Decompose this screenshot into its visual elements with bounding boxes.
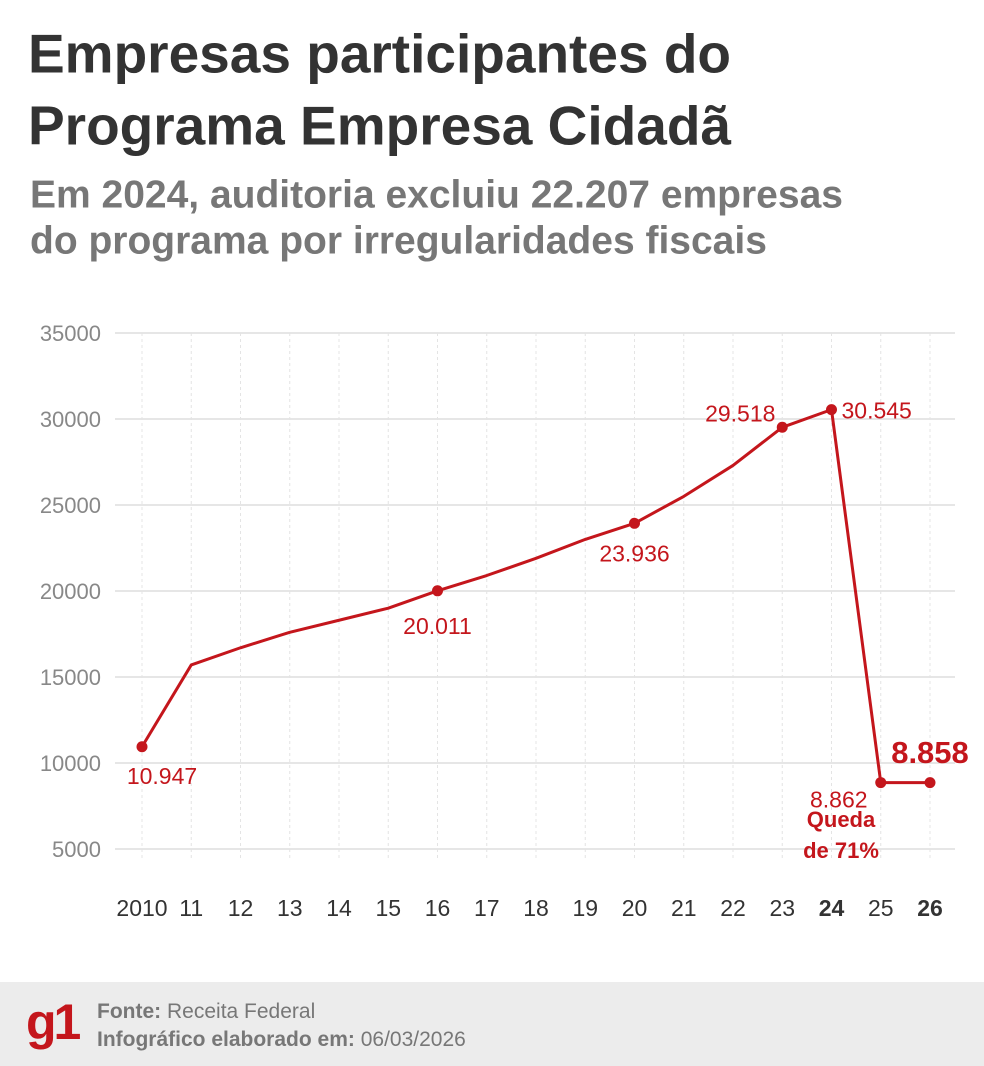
chart-subtitle: do programa por irregularidades fiscais xyxy=(30,219,767,262)
y-tick-label: 25000 xyxy=(40,493,101,518)
y-tick-label: 20000 xyxy=(40,579,101,604)
x-tick-label: 19 xyxy=(572,895,598,921)
y-tick-label: 10000 xyxy=(40,751,101,776)
source-text: Receita Federal xyxy=(167,1000,315,1023)
value-label: 20.011 xyxy=(403,613,472,639)
x-tick-label: 14 xyxy=(326,895,352,921)
point xyxy=(432,585,443,597)
line xyxy=(140,408,931,785)
point xyxy=(136,741,148,753)
source: Fonte: Receita Federal xyxy=(97,1000,315,1023)
x-tick-label: 26 xyxy=(917,895,943,921)
x-tick-label: 15 xyxy=(375,895,401,921)
point xyxy=(924,777,936,789)
chart-title: Programa Empresa Cidadã xyxy=(28,95,731,157)
value-label: 23.936 xyxy=(599,540,669,566)
point xyxy=(629,517,640,529)
x-tick-label: 21 xyxy=(671,895,697,921)
date-text: 06/03/2026 xyxy=(361,1028,466,1051)
chart-title: Empresas participantes do xyxy=(28,23,731,85)
point xyxy=(875,777,887,789)
x-tick-label: 16 xyxy=(425,895,451,921)
y-tick-label: 15000 xyxy=(40,665,101,690)
x-tick-label: 13 xyxy=(277,895,303,921)
x-tick-label: 2010 xyxy=(116,895,167,921)
value-label: 10.947 xyxy=(127,763,197,789)
date: Infográfico elaborado em: 06/03/2026 xyxy=(97,1028,466,1051)
point xyxy=(826,404,837,416)
x-tick-label: 24 xyxy=(819,895,845,921)
annotation: Queda xyxy=(807,807,876,832)
x-tick-label: 22 xyxy=(720,895,746,921)
y-tick-label: 30000 xyxy=(40,407,101,432)
annotation: de 71% xyxy=(803,838,879,863)
footer-band xyxy=(0,982,984,1066)
date-label: Infográfico elaborado em: xyxy=(97,1028,355,1051)
x-tick-label: 20 xyxy=(622,895,648,921)
value-label: 8.862 xyxy=(810,787,868,813)
y-tick-label: 5000 xyxy=(52,837,101,862)
x-tick-label: 12 xyxy=(228,895,254,921)
value-label: 29.518 xyxy=(705,400,775,426)
x-tick-label: 25 xyxy=(868,895,894,921)
y-tick-label: 35000 xyxy=(40,321,101,346)
x-tick-label: 11 xyxy=(179,895,203,921)
x-tick-label: 17 xyxy=(474,895,500,921)
logo: g1 xyxy=(26,994,81,1050)
chart-subtitle: Em 2024, auditoria excluiu 22.207 empres… xyxy=(30,173,843,216)
x-tick-label: 23 xyxy=(769,895,795,921)
point xyxy=(776,421,788,433)
value-label: 30.545 xyxy=(842,398,912,424)
value-label: 8.858 xyxy=(891,735,969,770)
x-tick-label: 18 xyxy=(523,895,549,921)
source-label: Fonte: xyxy=(97,1000,161,1023)
